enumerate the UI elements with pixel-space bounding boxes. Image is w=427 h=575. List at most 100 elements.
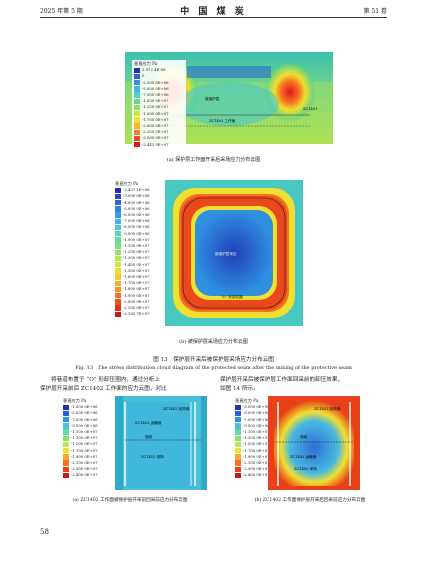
legend-a: 垂直应力 Pa 2.972 4E-05 0 -2.500 0E+06 -5.000 0… [132,60,186,149]
journal-title: 中 国 煤 炭 [180,7,247,17]
fig-a-legend-row: -7.500 0E+06 [134,92,184,98]
label-d-measure: 测线 [300,434,308,439]
fig-d-legend-label: -1.300 0E+07 [243,435,270,441]
fig-b-legend-label: -2.100 0E+07 [123,305,150,311]
fig-a-legend-label: -7.500 0E+06 [142,92,169,98]
fig-b-legend-row: -1.000 0E+07 [115,237,171,243]
fig-a-legend-label: -2.250 0E+07 [142,129,169,135]
fig-d-legend-row: -3.000 0E+06 [235,404,287,410]
stress-contour-c: ZC1402 回风巷 ZC1402 运输巷 测线 ZC1402 采场 [115,396,207,490]
label-c-return: ZC1402 回风巷 [163,406,190,411]
fig-d-legend-row: -5.000 0E+06 [235,410,287,417]
fig-d-legend-swatch [235,417,241,423]
fig-a-legend-swatch [134,129,140,136]
figure-d: ZC1402 回风巷 测线 ZC1402 运输巷 ZC1402 采场 [268,396,360,490]
fig-c-legend-label: -2.100 0E+07 [71,460,98,466]
fig-a-legend-row: -5.000 0E+06 [134,86,184,92]
fig-b-legend-row: -1.900 0E+07 [115,293,171,299]
fig-b-legend-row: -3.000 0E+06 [115,193,171,200]
legend-d-title: 垂直应力 Pa [235,398,259,403]
fig-d-legend-swatch [235,460,241,466]
fig-a-legend-label: -1.000 0E+07 [142,98,169,104]
fig-b-legend-row: -1.800 0E+07 [115,286,171,293]
fig-d-legend-label: -1.500 0E+07 [243,441,270,447]
fig-c-legend-swatch [63,441,69,448]
body-right-line-2: 如图 14 所示。 [220,386,259,392]
fig-d-legend-label: -2.300 0E+07 [243,466,270,472]
caption-d: (b) ZC1402 工作面保护层开采后回采前应力分布云图 [254,498,366,503]
fig-b-legend-row: -8.000 0E+06 [115,224,171,231]
legend-c-title: 垂直应力 Pa [63,398,87,403]
fig-d-legend-label: -1.100 0E+07 [243,429,270,435]
fig-b-legend-label: -1.000 0E+07 [123,236,150,242]
body-right-line-1: 保护层开采后被保护层工作面回采前的卸压效果， [220,377,344,383]
fig-d-legend-row: -1.500 0E+07 [235,441,287,448]
fig-c-legend-row: -1.900 0E+07 [63,454,115,460]
fig-b-legend-label: -5.000 0E+06 [123,205,150,211]
label-protected-layer: 被保护层 [205,96,220,101]
fig-c-legend-row: -1.500 0E+07 [63,441,115,448]
label-c-measure: 测线 [145,434,153,439]
legend-a-title: 垂直应力 Pa [134,61,158,66]
figure-c: ZC1402 回风巷 ZC1402 运输巷 测线 ZC1402 采场 [115,396,207,490]
fig-b-legend-swatch [115,231,121,237]
fig-a-legend-row: -2.500 0E+06 [134,80,184,86]
fig-a-legend-row: -1.750 0E+07 [134,117,184,123]
fig-b-legend-label: -4.000 0E+06 [123,199,150,205]
fig-b-legend-row: -2.000 0E+07 [115,299,171,305]
caption-b: (b) 被保护层采场应力分布云图 [179,339,248,345]
fig-c-legend-label: -2.300 0E+07 [71,466,98,472]
fig-b-legend-label: -1.600 0E+07 [123,274,150,280]
fig-b-legend-swatch [115,280,121,287]
fig-c-legend-row: -2.300 0E+07 [63,466,115,473]
fig-c-legend-label: -2.400 0E+07 [71,472,98,478]
fig-b-legend-label: -1.200 0E+07 [123,249,150,255]
fig-b-legend-row: -6.000 0E+06 [115,212,171,218]
fig-a-legend-label: -2.000 0E+07 [142,123,169,129]
fig-d-legend-label: -1.700 0E+07 [243,447,270,453]
fig-b-legend-swatch [115,299,121,305]
caption-c: (a) ZC1402 工作面被保护层开采前回采前应力分布云图 [72,498,188,503]
legend-d: 垂直应力 Pa -3.000 0E+06 -5.000 0E+06 -7.000 0… [235,398,287,479]
fig-a-legend-label: -1.750 0E+07 [142,116,169,122]
fig-a-legend-swatch [134,86,140,92]
fig-c-legend-label: -1.000 0E+06 [71,404,98,410]
fig-d-legend-row: -2.300 0E+07 [235,466,287,473]
fig-b-legend-row: -1.300 0E+07 [115,255,171,262]
fig-a-legend-swatch [134,73,140,80]
fig-c-legend-row: -1.100 0E+07 [63,429,115,435]
label-protected-area: 被保护层采区 [215,251,237,256]
fig-d-legend-row: -2.400 0E+07 [235,472,287,479]
fig-b-legend-row: -1.400 0E+07 [115,262,171,268]
fig-b-legend-swatch [115,200,121,206]
fig-b-legend-swatch [115,249,121,256]
fig-b-legend-swatch [115,311,121,318]
fig-a-legend-row: -2.500 0E+07 [134,135,184,142]
fig-c-legend-row: -1.300 0E+07 [63,435,115,442]
body-text-right: 保护层开采后被保护层工作面回采前的卸压效果， 如图 14 所示。 [220,376,390,394]
label-zc1401: ZC1401 [303,107,317,111]
fig-c-legend-label: -1.500 0E+07 [71,441,98,447]
fig-b-legend-label: -2.457 1E+06 [123,187,150,193]
fig-d-legend-swatch [235,423,241,429]
fig-a-legend-label: -1.500 0E+07 [142,110,169,116]
fig-c-legend-row: -9.000 0E+06 [63,423,115,429]
fig-b-legend-row: -1.200 0E+07 [115,249,171,256]
fig-b-legend-row: -7.000 0E+06 [115,218,171,225]
caption-a: (a) 保护层工作面开采后采场应力分布云图 [166,157,261,163]
fig-c-legend-swatch [63,460,69,466]
fig-b-legend-swatch [115,305,121,311]
fig-b-legend-swatch [115,243,121,249]
fig-a-legend-swatch [134,80,140,86]
header-rule [40,17,387,18]
fig-c-legend-label: -1.900 0E+07 [71,453,98,459]
fig-b-legend-row: -2.457 1E+06 [115,187,171,193]
label-c-transport: ZC1402 运输巷 [135,420,162,425]
fig-b-legend-swatch [115,224,121,231]
fig-d-legend-swatch [235,448,241,454]
fig-b-legend-row: -9.000 0E+06 [115,231,171,237]
fig-b-legend-label: -9.000 0E+06 [123,230,150,236]
fig-a-legend-row: -1.000 0E+07 [134,98,184,105]
fig-a-legend-swatch [134,135,140,142]
fig-d-legend-swatch [235,466,241,473]
